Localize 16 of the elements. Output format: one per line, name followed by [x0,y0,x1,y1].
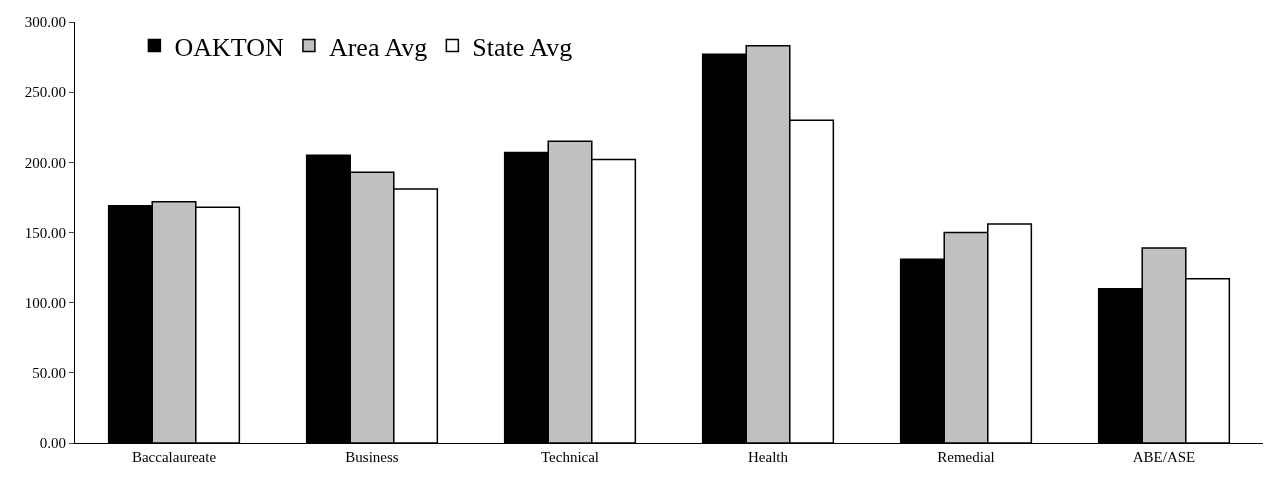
x-tick-label: Technical [540,449,600,465]
y-tick-label: 50.00 [32,365,66,382]
x-tick-label: Health [748,449,789,465]
x-tick-label: Business [345,449,399,465]
x-tick-label: Baccalaureate [131,449,217,465]
legend-label: State Avg [472,32,573,62]
y-tick-label: 300.00 [24,14,66,31]
y-tick-label: 200.00 [24,154,66,171]
legend-label: OAKTON [174,32,284,62]
y-tick-label: 250.00 [24,84,66,101]
y-tick-label: 100.00 [24,294,66,311]
y-tick-label: 150.00 [24,224,66,241]
x-tick-label: Remedial [937,449,995,465]
y-tick-label: 0.00 [39,435,66,452]
x-tick-label: ABE/ASE [1132,449,1196,465]
legend-label: Area Avg [328,32,428,62]
